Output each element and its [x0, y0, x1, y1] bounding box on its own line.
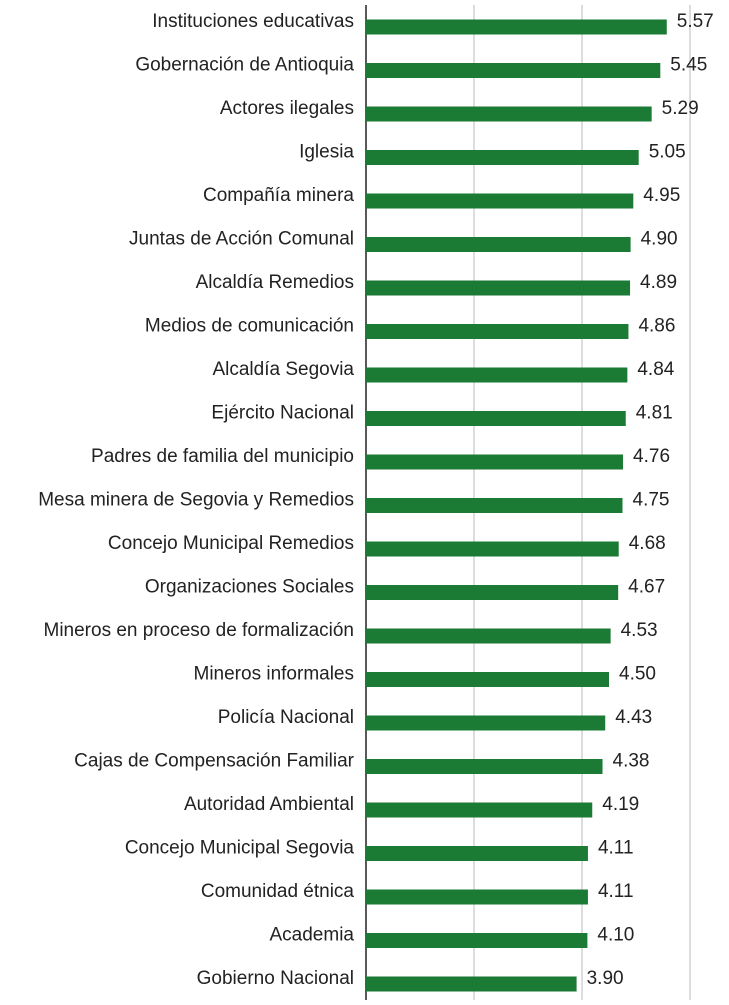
bar: [366, 19, 667, 35]
value-label: 4.95: [643, 185, 680, 206]
y-tick-label: Medios de comunicación: [145, 316, 354, 337]
value-label: 4.38: [613, 751, 650, 772]
y-tick-label: Ejército Nacional: [211, 403, 354, 424]
bar: [366, 802, 593, 818]
y-tick-label: Academia: [270, 925, 355, 946]
y-tick-label: Concejo Municipal Remedios: [108, 533, 354, 554]
bar: [366, 454, 624, 470]
value-label: 4.43: [615, 707, 652, 728]
value-label: 4.11: [598, 881, 634, 902]
y-tick-label: Padres de familia del municipio: [91, 446, 354, 467]
bar: [366, 106, 652, 122]
value-label: 4.68: [629, 533, 666, 554]
y-tick-label: Mesa minera de Segovia y Remedios: [38, 490, 354, 511]
y-tick-label: Organizaciones Sociales: [145, 577, 354, 598]
bar: [366, 715, 606, 731]
value-label: 5.57: [677, 11, 714, 32]
bar: [366, 150, 639, 165]
y-tick-label: Gobernación de Antioquia: [135, 55, 354, 76]
y-tick-label: Instituciones educativas: [152, 11, 354, 32]
value-label: 5.45: [670, 55, 707, 76]
bar: [366, 889, 588, 905]
bar: [366, 411, 626, 426]
y-tick-label: Comunidad étnica: [201, 881, 355, 902]
bar: [366, 63, 661, 78]
value-label: 4.84: [637, 359, 674, 380]
y-tick-label: Mineros informales: [194, 664, 355, 685]
value-label: 4.50: [619, 664, 656, 685]
y-tick-label: Alcaldía Remedios: [196, 272, 354, 293]
value-label: 4.89: [640, 272, 677, 293]
bar: [366, 280, 631, 296]
value-label: 4.10: [597, 925, 634, 946]
value-label: 4.53: [621, 620, 658, 641]
value-label: 3.90: [587, 968, 624, 989]
bar: [366, 367, 628, 383]
value-label: 4.90: [641, 229, 678, 250]
bar: [366, 672, 609, 687]
y-tick-label: Actores ilegales: [220, 98, 354, 119]
value-label: 5.05: [649, 142, 686, 163]
value-label: 4.11: [598, 838, 634, 859]
value-label: 4.76: [633, 446, 670, 467]
value-label: 4.67: [628, 577, 665, 598]
bar: [366, 846, 588, 861]
bar: [366, 193, 634, 209]
y-tick-label: Cajas de Compensación Familiar: [74, 751, 355, 772]
bar: [366, 759, 603, 774]
y-tick-label: Gobierno Nacional: [197, 968, 354, 989]
bar: [366, 976, 577, 992]
y-tick-label: Juntas de Acción Comunal: [129, 229, 354, 250]
y-tick-label: Autoridad Ambiental: [184, 794, 354, 815]
bar: [366, 541, 619, 557]
value-label: 5.29: [662, 98, 699, 119]
y-tick-label: Compañía minera: [203, 185, 354, 206]
bar: [366, 498, 623, 513]
value-label: 4.81: [636, 403, 673, 424]
y-tick-label: Alcaldía Segovia: [212, 359, 354, 380]
value-label: 4.86: [638, 316, 675, 337]
bar: [366, 628, 611, 644]
value-label: 4.75: [633, 490, 670, 511]
bar: [366, 585, 619, 600]
bar: [366, 324, 629, 339]
y-tick-label: Concejo Municipal Segovia: [125, 838, 355, 859]
y-tick-label: Iglesia: [299, 142, 354, 163]
y-tick-label: Mineros en proceso de formalización: [44, 620, 355, 641]
bar: [366, 933, 588, 948]
value-label: 4.19: [602, 794, 639, 815]
y-tick-label: Policía Nacional: [218, 707, 354, 728]
bar: [366, 237, 631, 252]
